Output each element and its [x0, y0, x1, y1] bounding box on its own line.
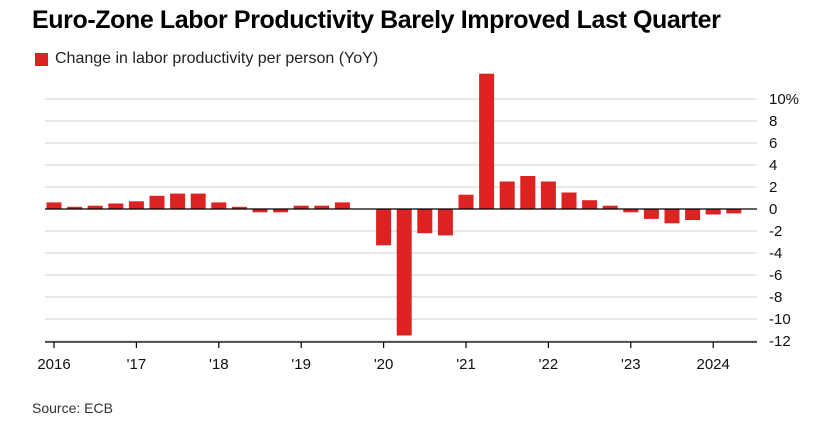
y-tick-label: 6	[769, 135, 777, 152]
y-tick-label: -8	[769, 289, 782, 306]
y-tick-label: 10%	[769, 91, 799, 108]
x-tick-label: '23	[621, 356, 641, 373]
x-tick-label: '21	[456, 356, 476, 373]
bar	[396, 209, 412, 336]
x-tick-label: '20	[374, 356, 394, 373]
y-tick-label: -10	[769, 311, 791, 328]
y-tick-label: -12	[769, 333, 791, 350]
x-axis-labels: 2016 '17 '18 '19 '20 '21 '22 '23 2024	[37, 342, 730, 373]
legend: Change in labor productivity per person …	[35, 50, 378, 68]
source-note: Source: ECB	[32, 400, 113, 416]
x-axis	[45, 208, 757, 343]
bar	[582, 200, 598, 209]
bar	[643, 209, 659, 219]
y-tick-label: 8	[769, 113, 777, 130]
bar	[376, 209, 392, 246]
bar	[108, 203, 124, 209]
bar	[231, 206, 247, 209]
bar	[334, 202, 350, 209]
bar	[664, 209, 680, 224]
bar	[87, 205, 103, 209]
x-tick-label: '19	[291, 356, 311, 373]
bar	[726, 209, 742, 214]
y-tick-label: 0	[769, 201, 777, 218]
chart-title: Euro-Zone Labor Productivity Barely Impr…	[32, 6, 721, 34]
legend-swatch	[35, 52, 48, 66]
bar	[540, 181, 556, 209]
bar	[520, 176, 536, 209]
y-axis-labels: 10% 8 6 4 2 0 -2 -4 -6 -8 -10 -12	[769, 91, 799, 350]
bar	[685, 209, 701, 220]
x-tick-label: '18	[209, 356, 229, 373]
x-tick-label: 2024	[697, 356, 730, 373]
y-tick-label: -2	[769, 223, 782, 240]
bar	[417, 209, 433, 234]
bars	[46, 73, 742, 336]
x-tick-label: 2016	[37, 356, 70, 373]
bar	[211, 202, 227, 209]
bar	[458, 194, 474, 209]
y-tick-label: -4	[769, 245, 782, 262]
bar	[46, 202, 62, 209]
bar	[314, 205, 330, 209]
x-tick-label: '17	[127, 356, 147, 373]
bar	[561, 192, 577, 209]
bar	[293, 205, 309, 209]
legend-label: Change in labor productivity per person …	[55, 50, 379, 67]
bar	[67, 206, 83, 209]
bar	[602, 205, 618, 209]
bar	[437, 209, 453, 236]
x-tick-label: '22	[539, 356, 559, 373]
bar	[623, 209, 639, 213]
bar	[705, 209, 721, 215]
bar	[273, 209, 289, 213]
bar	[128, 201, 144, 209]
bar	[149, 195, 165, 209]
y-tick-label: 2	[769, 179, 777, 196]
bar	[479, 73, 495, 209]
y-tick-label: -6	[769, 267, 782, 284]
y-tick-label: 4	[769, 157, 777, 174]
bar	[252, 209, 268, 213]
bar	[190, 193, 206, 209]
bar	[499, 181, 515, 209]
bar	[170, 193, 186, 209]
